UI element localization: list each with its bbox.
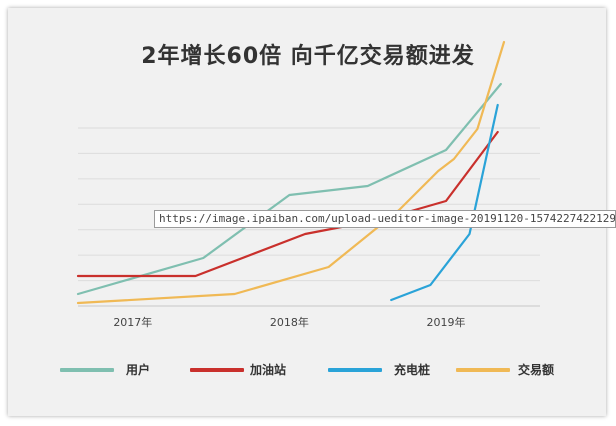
series-lines: [76, 40, 506, 305]
legend-swatch-users: [60, 368, 114, 372]
series-line-3: [76, 40, 506, 305]
legend-swatch-volume: [456, 368, 510, 372]
legend-label-users: 用户: [126, 363, 151, 377]
chart-title: 2年增长60倍 向千亿交易额进发: [141, 44, 475, 69]
x-tick-label: 2019年: [427, 315, 466, 329]
series-line-0: [76, 82, 502, 296]
x-tick-label: 2017年: [113, 315, 152, 329]
legend-label-stations: 加油站: [250, 363, 287, 377]
legend-swatch-chargers: [328, 368, 382, 372]
legend-label-chargers: 充电桩: [394, 363, 431, 377]
legend-swatch-stations: [190, 368, 244, 372]
x-axis-ticks: 2017年 2018年 2019年: [113, 315, 465, 329]
legend: 用户 加油站 充电桩 交易额: [0, 360, 616, 380]
image-url-tooltip: https://image.ipaiban.com/upload-ueditor…: [154, 210, 616, 228]
legend-label-volume: 交易额: [518, 363, 555, 377]
x-tick-label: 2018年: [270, 315, 309, 329]
series-line-2: [390, 103, 499, 302]
